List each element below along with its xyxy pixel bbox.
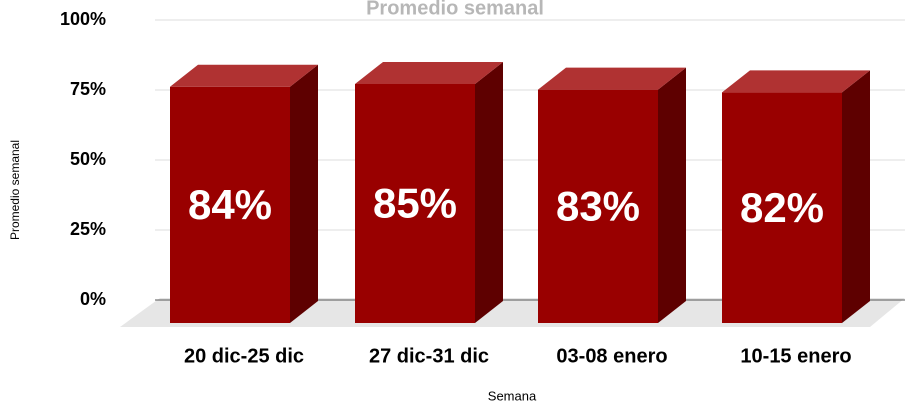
y-tick-label: 25% (70, 219, 106, 239)
x-axis-title: Semana (488, 388, 537, 403)
bar-front (538, 89, 658, 323)
bar-side (475, 62, 503, 323)
y-tick-label: 0% (80, 289, 106, 309)
y-tick-label: 100% (60, 9, 106, 29)
x-tick-label: 10-15 enero (740, 345, 851, 367)
value-label: 85% (373, 180, 457, 227)
bar-top (170, 64, 318, 87)
y-tick-label: 75% (70, 79, 106, 99)
x-tick-label: 20 dic-25 dic (184, 345, 304, 367)
bar-top (722, 70, 870, 93)
chart-title: Promedio semanal (366, 0, 544, 19)
value-label: 84% (188, 181, 272, 228)
bar-side (658, 67, 686, 323)
bar (355, 62, 503, 323)
bar-side (842, 70, 870, 324)
bar-top (355, 62, 503, 84)
value-label: 82% (740, 184, 824, 231)
bar (538, 67, 686, 323)
x-tick-label: 27 dic-31 dic (369, 345, 489, 367)
bar-front (355, 84, 475, 323)
value-label: 83% (556, 182, 640, 229)
bar (170, 64, 318, 324)
y-axis-title: Promedio semanal (8, 140, 22, 240)
bar-front (170, 86, 290, 323)
bar-side (290, 64, 318, 324)
floor (120, 298, 905, 327)
x-tick-label: 03-08 enero (556, 345, 667, 367)
bar-front (722, 92, 842, 324)
bar (722, 70, 870, 324)
y-tick-label: 50% (70, 149, 106, 169)
bar-top (538, 67, 686, 90)
